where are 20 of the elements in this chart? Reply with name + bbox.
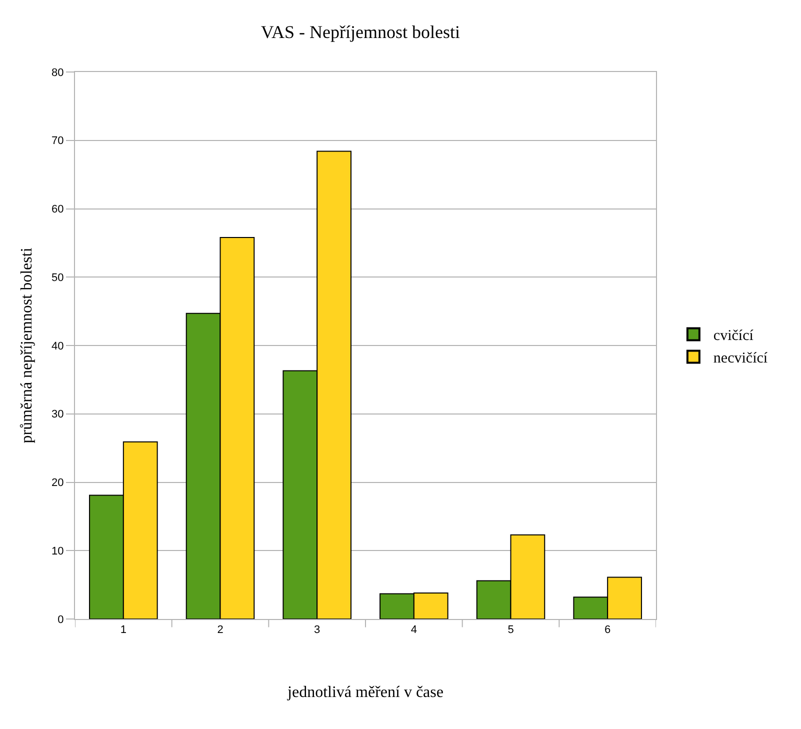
x-tick-label: 6 bbox=[604, 624, 611, 636]
x-tick-label: 1 bbox=[120, 624, 126, 636]
y-axis-title: průměrná nepříjemnost bolesti bbox=[18, 247, 36, 444]
x-tick-label: 3 bbox=[314, 624, 320, 636]
y-tick-label: 20 bbox=[52, 477, 64, 490]
legend-label: cvičící bbox=[713, 328, 754, 344]
y-tick-label: 70 bbox=[52, 135, 64, 148]
y-tick-label: 40 bbox=[52, 340, 64, 352]
y-tick-label: 0 bbox=[58, 614, 64, 626]
y-tick-label: 10 bbox=[52, 545, 64, 558]
y-tick-label: 80 bbox=[52, 66, 64, 79]
y-tick-label: 50 bbox=[52, 272, 64, 284]
y-tick-label: 30 bbox=[52, 408, 64, 421]
x-tick-label: 4 bbox=[410, 624, 417, 636]
y-tick-label: 60 bbox=[52, 204, 64, 216]
x-tick-label: 5 bbox=[508, 624, 514, 636]
x-tick-label: 2 bbox=[217, 624, 224, 636]
chart-title: VAS - Nepříjemnost bolesti bbox=[260, 22, 460, 42]
legend-label: necvičící bbox=[713, 350, 768, 367]
x-axis-title: jednotlivá měření v čase bbox=[286, 684, 444, 701]
